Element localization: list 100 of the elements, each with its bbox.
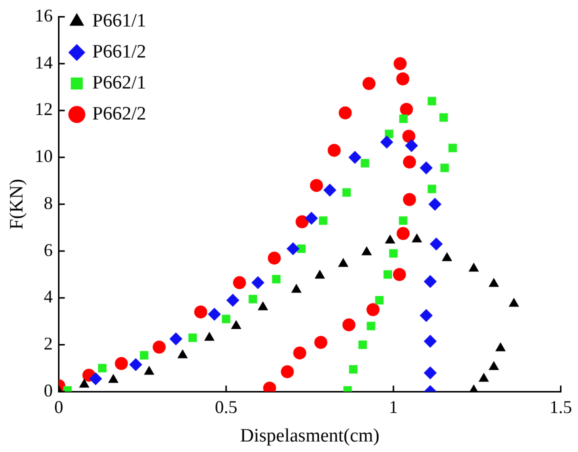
point <box>384 234 396 244</box>
point <box>442 252 452 262</box>
point <box>89 372 102 386</box>
point <box>140 351 148 360</box>
point <box>204 332 215 341</box>
point <box>323 184 336 197</box>
point <box>399 114 408 123</box>
point <box>349 365 358 374</box>
point <box>226 294 240 307</box>
point <box>296 215 309 228</box>
point <box>402 130 416 143</box>
point <box>304 212 318 225</box>
point <box>468 262 479 272</box>
point <box>478 372 489 382</box>
legend-label: P662/2 <box>92 103 146 124</box>
y-tick-label: 2 <box>44 333 53 354</box>
point <box>405 139 418 152</box>
point <box>144 366 154 375</box>
legend-label: P661/2 <box>92 41 146 62</box>
x-tick-label: 1.5 <box>550 397 572 418</box>
point <box>430 238 443 251</box>
legend-label: P661/1 <box>92 10 146 32</box>
point <box>366 322 376 330</box>
point <box>420 308 433 322</box>
point <box>314 336 328 349</box>
point <box>310 178 323 192</box>
point <box>400 102 413 116</box>
point <box>114 356 128 370</box>
legend-label: P662/1 <box>92 72 146 94</box>
point <box>488 278 500 287</box>
point <box>248 294 258 304</box>
point <box>424 275 437 288</box>
y-tick-label: 12 <box>34 99 53 120</box>
point <box>448 144 457 152</box>
y-axis-title: F(KN) <box>6 178 28 230</box>
point <box>152 340 166 354</box>
y-tick-label: 6 <box>44 240 53 260</box>
point <box>384 270 392 279</box>
point <box>230 320 242 330</box>
point <box>258 301 268 310</box>
point <box>177 349 188 358</box>
point <box>297 244 306 253</box>
x-axis-title: Dispelasment(cm) <box>240 426 380 447</box>
point <box>129 358 142 372</box>
point <box>428 96 436 106</box>
point <box>208 308 221 321</box>
point <box>428 184 436 194</box>
point <box>358 340 367 349</box>
point <box>338 106 352 120</box>
point <box>251 276 264 290</box>
x-tick-label: 1 <box>388 397 398 418</box>
point <box>439 113 448 122</box>
point <box>98 364 107 372</box>
point <box>194 305 208 318</box>
point <box>233 276 246 290</box>
y-tick-label: 0 <box>44 380 53 400</box>
y-tick-label: 4 <box>44 286 53 307</box>
point <box>361 246 372 256</box>
point <box>389 249 398 258</box>
point <box>366 303 380 316</box>
point <box>420 161 433 174</box>
point <box>428 198 442 211</box>
point <box>440 164 449 172</box>
y-tick-label: 16 <box>34 6 53 26</box>
point <box>392 268 406 281</box>
point <box>188 333 197 342</box>
point <box>338 258 348 267</box>
point <box>394 57 407 70</box>
point <box>108 374 119 383</box>
point <box>79 378 90 388</box>
point <box>396 226 410 240</box>
y-tick-label: 8 <box>44 192 53 213</box>
point <box>398 216 408 225</box>
point <box>272 274 281 284</box>
point <box>169 332 182 346</box>
point <box>402 193 416 206</box>
point <box>268 252 281 265</box>
point <box>508 298 520 307</box>
point <box>380 136 394 149</box>
point <box>424 334 437 348</box>
point <box>362 77 376 90</box>
point <box>222 314 230 324</box>
point <box>280 365 294 378</box>
x-tick-label: 0.5 <box>214 397 238 418</box>
y-tick-label: 14 <box>34 52 53 72</box>
point <box>360 158 370 168</box>
point <box>384 130 394 138</box>
point <box>488 361 500 370</box>
point <box>286 242 300 256</box>
point <box>342 318 356 332</box>
point <box>293 346 306 360</box>
point <box>342 188 351 197</box>
point <box>348 150 362 164</box>
point <box>314 270 326 279</box>
point <box>412 233 422 242</box>
point <box>495 342 506 352</box>
point <box>291 284 302 293</box>
point <box>375 296 384 304</box>
point <box>396 72 410 86</box>
point <box>318 216 328 225</box>
